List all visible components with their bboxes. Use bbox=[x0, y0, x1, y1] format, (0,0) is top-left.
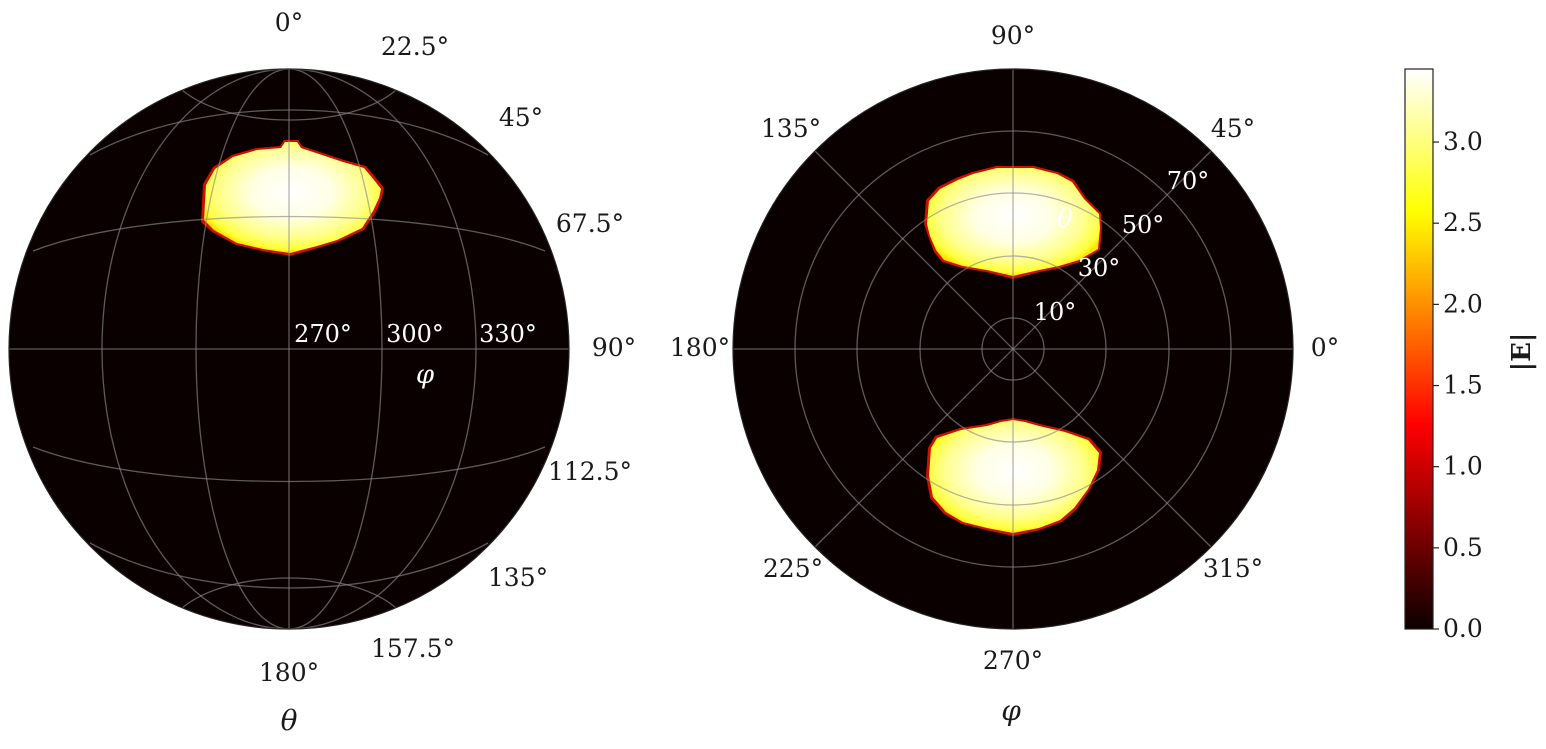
colorbar-tick-label: 3.0 bbox=[1443, 127, 1483, 156]
phi-tick-label: 0° bbox=[1311, 333, 1339, 362]
sphere-hotspot bbox=[201, 140, 384, 256]
theta-tick-label: 180° bbox=[259, 658, 319, 687]
theta-tick-label: 22.5° bbox=[381, 32, 449, 61]
phi-tick-label: 330° bbox=[479, 320, 537, 348]
colorbar-tick-label: 1.5 bbox=[1443, 371, 1483, 400]
theta-tick-label: 157.5° bbox=[371, 634, 455, 663]
phi-tick-label: 225° bbox=[763, 554, 823, 583]
colorbar-tick-label: 2.0 bbox=[1443, 289, 1483, 318]
theta-tick-label: 30° bbox=[1078, 254, 1121, 282]
sphere-plot: 0° 22.5° 45° 67.5° 90° 112.5° 135° 157.5… bbox=[8, 8, 636, 737]
sphere-gridlines bbox=[9, 69, 569, 629]
phi-tick-label: 180° bbox=[670, 333, 730, 362]
phi-tick-label: 315° bbox=[1203, 554, 1263, 583]
phi-tick-label: 300° bbox=[386, 320, 444, 348]
theta-tick-label: 50° bbox=[1122, 211, 1165, 239]
polar-gridlines bbox=[733, 69, 1293, 629]
theta-tick-label: 135° bbox=[488, 563, 548, 592]
phi-tick-label: 90° bbox=[991, 21, 1035, 50]
theta-tick-label: 90° bbox=[592, 333, 636, 362]
theta-axis-label: θ bbox=[281, 704, 298, 737]
polar-outline bbox=[732, 68, 1294, 630]
theta-tick-label: 0° bbox=[275, 8, 303, 37]
phi-tick-label: 270° bbox=[294, 320, 352, 348]
colorbar-label: |E| bbox=[1507, 333, 1537, 372]
theta-tick-label: 67.5° bbox=[556, 209, 624, 238]
theta-tick-label: 10° bbox=[1034, 298, 1077, 326]
theta-tick-label: 70° bbox=[1167, 167, 1210, 195]
phi-tick-label: 135° bbox=[761, 114, 821, 143]
phi-axis-label: φ bbox=[1001, 694, 1021, 727]
theta-tick-label: 45° bbox=[499, 103, 543, 132]
phi-tick-label: 45° bbox=[1211, 114, 1255, 143]
colorbar-gradient bbox=[1404, 68, 1434, 630]
colorbar-tick-label: 1.0 bbox=[1443, 452, 1483, 481]
theta-tick-label: 112.5° bbox=[548, 457, 632, 486]
polar-plot: 0° 45° 90° 135° 180° 225° 270° 315° 10° … bbox=[670, 21, 1339, 727]
theta-axis-label: θ bbox=[1057, 204, 1073, 234]
sphere-outline bbox=[8, 68, 570, 630]
colorbar: 0.0 0.5 1.0 1.5 2.0 2.5 3.0 |E| bbox=[1404, 68, 1537, 643]
phi-axis-label: φ bbox=[416, 360, 435, 390]
colorbar-tick-label: 0.5 bbox=[1443, 533, 1483, 562]
colorbar-tick-label: 0.0 bbox=[1443, 614, 1483, 643]
colorbar-tick-label: 2.5 bbox=[1443, 208, 1483, 237]
colorbar-ticks: 0.0 0.5 1.0 1.5 2.0 2.5 3.0 bbox=[1433, 127, 1483, 643]
phi-tick-label: 270° bbox=[983, 646, 1043, 675]
